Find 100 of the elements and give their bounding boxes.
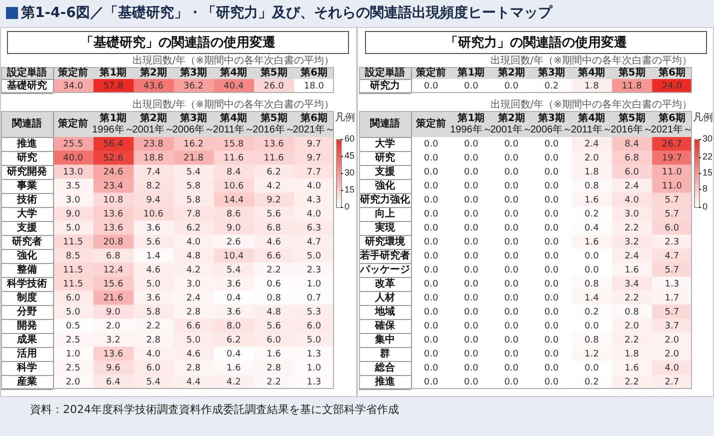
- data-label: 24.0: [662, 81, 682, 92]
- data-label: 0.0: [504, 153, 519, 164]
- y-tick-label: 実現: [374, 222, 396, 234]
- data-label: 2.4: [186, 293, 201, 304]
- data-label: 0.8: [624, 307, 640, 318]
- data-label: 6.0: [146, 363, 161, 374]
- data-label: 6.6: [266, 251, 282, 262]
- data-label: 13.6: [264, 139, 284, 150]
- color-bar-label: 15: [344, 184, 355, 194]
- data-label: 0.0: [544, 181, 559, 192]
- data-label: 14.4: [224, 195, 244, 206]
- color-bar-label: 22: [702, 152, 713, 162]
- data-label: 0.0: [464, 265, 479, 276]
- data-label: 0.0: [504, 167, 519, 178]
- color-bar-label: 0: [702, 201, 708, 212]
- data-label: 0.0: [504, 363, 519, 374]
- y-tick-label: 集中: [374, 334, 395, 346]
- y-tick-label: 研究開発: [6, 166, 48, 178]
- data-label: 10.6: [224, 181, 244, 192]
- data-label: 0.0: [544, 195, 559, 206]
- data-label: 1.3: [306, 349, 322, 360]
- data-label: 0.0: [464, 335, 479, 346]
- data-label: 0.0: [424, 195, 438, 206]
- y-tick-label: 成果: [16, 334, 38, 346]
- data-label: 0.2: [584, 209, 599, 220]
- data-label: 0.0: [464, 349, 479, 360]
- data-label: 0.0: [544, 307, 559, 318]
- data-label: 0.8: [584, 279, 600, 290]
- data-label: 3.6: [146, 293, 161, 304]
- data-label: 0.0: [424, 167, 438, 178]
- data-label: 0.0: [464, 321, 479, 332]
- x-tick-label: 第3期: [537, 66, 565, 79]
- data-label: 9.7: [306, 153, 322, 164]
- data-label: 10.4: [224, 251, 244, 262]
- x-tick-label: 第6期 2021年～: [292, 112, 336, 136]
- data-label: 5.4: [186, 167, 201, 178]
- x-tick-label: 策定前: [415, 118, 446, 130]
- data-label: 0.0: [504, 181, 519, 192]
- y-tick-label: 大学: [16, 208, 37, 220]
- data-label: 11.0: [662, 181, 682, 192]
- data-label: 0.8: [584, 335, 600, 346]
- data-label: 3.6: [146, 223, 161, 234]
- y-tick-label: 研究: [16, 152, 37, 164]
- data-label: 0.0: [424, 349, 438, 360]
- data-label: 5.6: [146, 237, 161, 248]
- data-label: 3.2: [624, 237, 639, 248]
- data-label: 1.0: [66, 349, 80, 360]
- data-label: 0.0: [544, 377, 559, 388]
- y-tick-label: 若手研究者: [359, 250, 410, 262]
- data-label: 2.5: [66, 363, 80, 374]
- x-tick-label: 第4期 2011年～: [212, 112, 254, 136]
- data-label: 0.2: [584, 307, 599, 318]
- data-label: 5.3: [306, 307, 322, 318]
- y-tick-label: 整備: [16, 264, 37, 276]
- color-bar-label: 30: [344, 167, 355, 178]
- x-tick-label: 第2期: [496, 66, 525, 79]
- data-label: 7.8: [186, 209, 201, 220]
- data-label: 5.4: [146, 377, 161, 388]
- data-label: 0.2: [584, 377, 599, 388]
- data-label: 5.8: [146, 307, 161, 318]
- data-label: 2.0: [624, 321, 640, 332]
- y-tick-label: 科学技術: [6, 278, 47, 290]
- data-label: 0.0: [464, 139, 479, 150]
- data-label: 8.4: [624, 139, 640, 150]
- data-label: 2.0: [664, 335, 680, 346]
- y-tick-label: 推進: [16, 138, 38, 150]
- y-tick-label: 総合: [374, 362, 396, 374]
- data-label: 0.0: [424, 153, 438, 164]
- data-label: 0.0: [544, 293, 559, 304]
- y-tick-label: 技術: [16, 194, 37, 206]
- y-tick-label: 強化: [17, 250, 38, 262]
- data-label: 4.0: [664, 363, 680, 374]
- data-label: 1.0: [306, 279, 322, 290]
- data-label: 8.4: [226, 167, 242, 178]
- data-label: 6.0: [624, 167, 640, 178]
- data-label: 23.8: [143, 139, 164, 150]
- color-bar-label: 8: [702, 183, 708, 194]
- data-label: 4.0: [306, 209, 322, 220]
- data-label: 0.0: [504, 321, 519, 332]
- x-tick-label: 第4期: [219, 66, 248, 79]
- x-tick-label: 第5期: [617, 66, 646, 79]
- data-label: 5.6: [266, 321, 282, 332]
- data-label: 4.6: [186, 349, 201, 360]
- data-label: 0.0: [424, 139, 438, 150]
- data-label: 0.0: [544, 265, 559, 276]
- data-label: 1.0: [306, 363, 322, 374]
- y-tick-label: 人材: [374, 292, 395, 304]
- y-tick-label: 科学: [16, 362, 37, 374]
- x-tick-label: 第6期 2021年～: [650, 112, 694, 136]
- y-tick-label: 開発: [17, 320, 38, 332]
- data-label: 2.8: [186, 307, 201, 318]
- y-tick-label: 確保: [374, 320, 396, 332]
- data-label: 1.7: [664, 293, 680, 304]
- data-label: 9.4: [146, 195, 161, 206]
- data-label: 9.6: [106, 363, 121, 374]
- data-label: 5.0: [306, 335, 322, 346]
- y-axis-title: 関連語: [12, 118, 42, 130]
- y-axis-title: 設定単語: [364, 66, 405, 79]
- data-label: 1.6: [266, 349, 282, 360]
- data-label: 0.0: [584, 321, 600, 332]
